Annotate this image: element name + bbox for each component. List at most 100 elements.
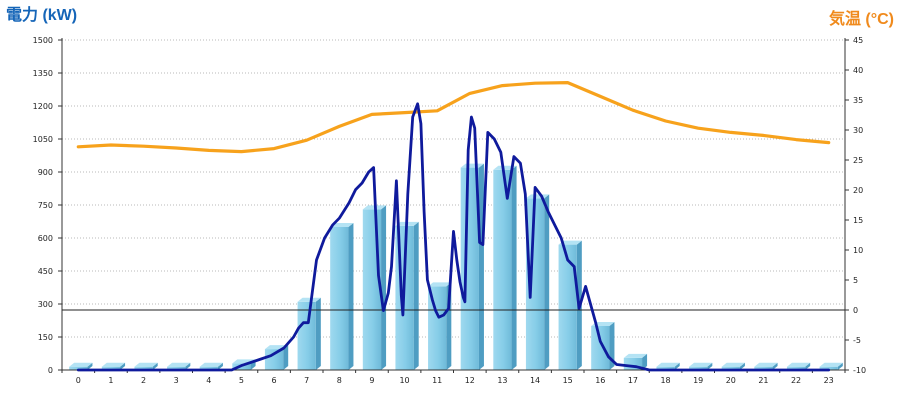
x-tick-label: 19 xyxy=(693,376,703,385)
bar-top xyxy=(428,282,452,287)
bar-side xyxy=(348,223,354,370)
bar-top xyxy=(101,362,126,367)
bar-top xyxy=(134,362,158,367)
x-tick-label: 23 xyxy=(824,376,834,385)
bar-18 xyxy=(656,362,680,370)
bar-side xyxy=(217,362,223,370)
y-left-tick-label: 150 xyxy=(38,333,53,342)
y-right-tick-label: 45 xyxy=(853,36,863,45)
bar-top xyxy=(721,362,745,367)
bar-front xyxy=(362,209,382,370)
x-tick-label: 4 xyxy=(206,376,211,385)
y-left-tick-label: 1500 xyxy=(33,36,53,45)
bar-1 xyxy=(101,362,126,370)
bar-side xyxy=(739,362,745,370)
x-tick-label: 5 xyxy=(239,376,244,385)
right-axis-title: 気温 (°C) xyxy=(829,9,894,28)
bar-front xyxy=(525,198,545,370)
bar-front xyxy=(460,167,479,370)
bar-front xyxy=(591,326,610,370)
bar-front xyxy=(134,366,153,370)
x-tick-label: 7 xyxy=(304,376,309,385)
y-right-tick-label: 35 xyxy=(853,96,863,105)
bar-front xyxy=(297,301,316,370)
y-left-tick-label: 600 xyxy=(38,234,53,243)
bar-side xyxy=(185,362,191,370)
x-tick-label: 9 xyxy=(369,376,374,385)
y-left-tick-label: 1050 xyxy=(33,135,53,144)
y-left-tick-label: 750 xyxy=(38,201,53,210)
bar-side xyxy=(511,165,517,370)
bar-side xyxy=(544,194,550,370)
bar-front xyxy=(721,366,740,370)
x-tick-label: 10 xyxy=(399,376,409,385)
x-tick-label: 15 xyxy=(563,376,573,385)
y-right-tick-label: -5 xyxy=(853,336,861,345)
bar-14 xyxy=(525,194,550,370)
bar-front xyxy=(558,244,577,370)
bar-side xyxy=(642,353,648,370)
grid xyxy=(62,39,845,338)
bar-9 xyxy=(362,205,387,370)
y-left-tick-label: 1350 xyxy=(33,69,53,78)
y-right-tick-label: 10 xyxy=(853,246,863,255)
bar-top xyxy=(656,362,680,367)
y-right-tick-label: 0 xyxy=(853,306,858,315)
bar-top xyxy=(558,240,582,245)
temperature-line xyxy=(76,81,831,154)
bar-front xyxy=(199,366,218,370)
x-tick-label: 11 xyxy=(432,376,442,385)
bar-front xyxy=(101,366,121,370)
x-tick-label: 0 xyxy=(76,376,81,385)
bar-side xyxy=(707,362,713,370)
bar-top xyxy=(689,362,713,367)
x-tick-label: 8 xyxy=(337,376,342,385)
bar-front xyxy=(656,366,675,370)
bar-front xyxy=(754,366,773,370)
x-tick-label: 14 xyxy=(530,376,540,385)
bar-22 xyxy=(786,362,811,370)
bar-side xyxy=(772,362,778,370)
line-series xyxy=(76,81,831,372)
y-left-tick-label: 300 xyxy=(38,300,53,309)
bar-23 xyxy=(819,362,843,370)
bar-top xyxy=(786,362,811,367)
bar-4 xyxy=(199,362,223,370)
bar-front xyxy=(264,349,284,370)
bar-front xyxy=(819,366,838,370)
bar-side xyxy=(87,362,93,370)
bar-top xyxy=(623,353,648,358)
power-line xyxy=(76,102,831,372)
x-tick-label: 13 xyxy=(497,376,507,385)
bar-top xyxy=(819,362,843,367)
bar-front xyxy=(428,286,447,370)
bar-side xyxy=(152,362,158,370)
x-tick-label: 3 xyxy=(174,376,179,385)
x-tick-label: 22 xyxy=(791,376,801,385)
bar-top xyxy=(754,362,778,367)
tick-labels: 01503004506007509001050120013501500-10-5… xyxy=(33,36,866,385)
bar-side xyxy=(837,362,843,370)
bar-3 xyxy=(167,362,191,370)
y-left-tick-label: 450 xyxy=(38,267,53,276)
bar-side xyxy=(283,345,289,370)
bar-front xyxy=(330,227,349,370)
y-right-tick-label: 20 xyxy=(853,186,863,195)
bar-front xyxy=(69,366,88,370)
x-tick-label: 12 xyxy=(465,376,475,385)
bar-12 xyxy=(460,163,484,370)
bar-8 xyxy=(330,223,354,370)
y-left-tick-label: 1200 xyxy=(33,102,53,111)
bar-front xyxy=(493,169,512,370)
bar-front xyxy=(167,366,186,370)
bar-side xyxy=(315,297,321,370)
y-right-tick-label: 15 xyxy=(853,216,863,225)
bar-top xyxy=(297,297,321,302)
bar-7 xyxy=(297,297,321,370)
x-tick-label: 18 xyxy=(660,376,670,385)
bar-side xyxy=(805,362,811,370)
x-tick-label: 2 xyxy=(141,376,146,385)
bar-13 xyxy=(493,165,517,370)
bar-21 xyxy=(754,362,778,370)
